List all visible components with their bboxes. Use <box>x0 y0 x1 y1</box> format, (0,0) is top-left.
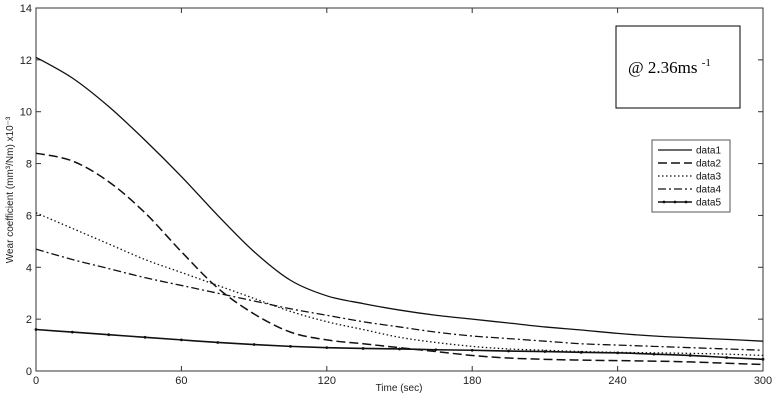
legend-marker-data5-2 <box>684 200 688 204</box>
series-data5-point-14 <box>543 350 547 353</box>
series-data5-point-12 <box>470 348 474 352</box>
series-data5-point-6 <box>252 343 256 346</box>
series-data5-point-15 <box>579 350 583 354</box>
x-axis: 0 60 120 180 240 300 <box>33 8 772 387</box>
series-data5-point-5 <box>216 341 220 344</box>
series-data5-point-8 <box>325 346 329 350</box>
legend-marker-data5-1 <box>673 200 677 204</box>
series-data5-point-3 <box>143 335 147 339</box>
y-tick-label-0: 0 <box>26 366 32 378</box>
series-data5-point-20 <box>761 357 765 361</box>
legend-label-data3: data3 <box>696 172 721 183</box>
series-data2-line <box>35 152 764 366</box>
annotation-text: @ 2.36ms <box>628 58 698 77</box>
series-data5-point-18 <box>688 354 692 357</box>
x-tick-label-0: 0 <box>33 375 39 387</box>
y-tick-label-6: 12 <box>20 55 32 67</box>
series-data5-point-7 <box>289 344 292 348</box>
y-tick-label-5: 10 <box>20 107 32 119</box>
y-axis: 0 2 4 6 8 10 12 14 <box>20 3 763 378</box>
series-data5-point-13 <box>507 349 510 353</box>
annotation-superscript: -1 <box>702 57 711 69</box>
legend-marker-data5-0 <box>662 200 666 204</box>
y-tick-label-3: 6 <box>26 210 32 222</box>
y-tick-label-7: 14 <box>20 3 32 15</box>
series-data3-line <box>35 212 764 357</box>
series-data5-point-11 <box>434 348 438 352</box>
series-data5-point-19 <box>725 356 729 359</box>
series-data1-line <box>35 56 764 342</box>
svg-text:@ 2.36ms -1: @ 2.36ms -1 <box>628 57 711 77</box>
series-data5-point-10 <box>398 347 401 351</box>
series-data5-point-0 <box>34 328 38 331</box>
legend-label-data4: data4 <box>696 185 721 196</box>
series-data5-point-4 <box>180 338 183 342</box>
series-data5-point-1 <box>70 330 74 334</box>
series-data5-point-17 <box>652 352 656 356</box>
x-tick-label-5: 300 <box>754 375 772 387</box>
legend-label-data2: data2 <box>696 159 721 170</box>
y-tick-label-4: 8 <box>26 159 32 171</box>
x-axis-label: Time (sec) <box>376 383 423 394</box>
series-data5-point-9 <box>361 347 365 350</box>
legend-label-data5: data5 <box>696 198 721 209</box>
series-data5-point-16 <box>616 351 619 355</box>
series-data4-line <box>35 248 764 351</box>
y-axis-label: Wear coefficient (mm³/Nm) x10⁻³ <box>5 116 16 263</box>
x-tick-label-2: 120 <box>318 375 336 387</box>
x-tick-label-4: 240 <box>608 375 626 387</box>
legend: data1 data2 data3 data4 data5 <box>651 139 731 213</box>
series-lines <box>34 56 765 366</box>
x-tick-label-3: 180 <box>463 375 481 387</box>
series-data5-point-2 <box>107 333 111 337</box>
annotation-box: @ 2.36ms -1 <box>615 25 741 109</box>
y-tick-label-1: 2 <box>26 314 32 326</box>
y-tick-label-2: 4 <box>26 262 32 274</box>
legend-label-data1: data1 <box>696 146 721 157</box>
x-tick-label-1: 60 <box>175 375 187 387</box>
